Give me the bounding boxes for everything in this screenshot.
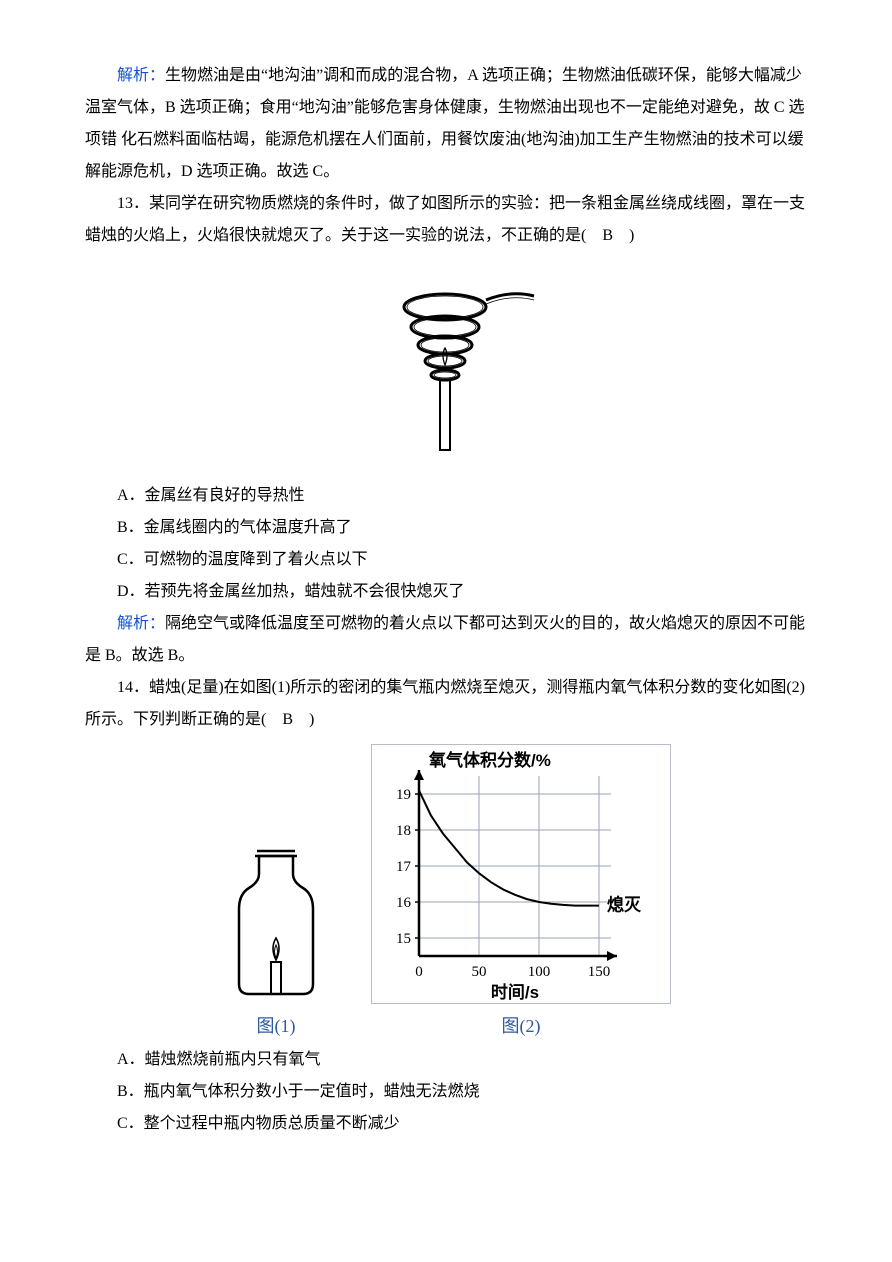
svg-text:氧气体积分数/%: 氧气体积分数/%	[428, 750, 551, 770]
q13-option-d: D．若预先将金属丝加热，蜡烛就不会很快熄灭了	[85, 576, 807, 608]
analysis-text: 隔绝空气或降低温度至可燃物的着火点以下都可达到灭火的目的，故火焰熄灭的原因不可能…	[85, 615, 805, 664]
bottle-diagram	[221, 834, 331, 1004]
analysis-label: 解析：	[117, 615, 165, 632]
svg-text:150: 150	[588, 964, 611, 980]
q14-option-a: A．蜡烛燃烧前瓶内只有氧气	[85, 1044, 807, 1076]
analysis-label: 解析：	[117, 67, 165, 84]
q14-option-b: B．瓶内氧气体积分数小于一定值时，蜡烛无法燃烧	[85, 1076, 807, 1108]
svg-text:熄灭: 熄灭	[607, 895, 642, 915]
svg-text:16: 16	[396, 895, 412, 911]
q13-option-b: B．金属线圈内的气体温度升高了	[85, 512, 807, 544]
svg-text:17: 17	[396, 859, 412, 875]
svg-text:0: 0	[415, 964, 423, 980]
svg-text:50: 50	[472, 964, 487, 980]
q13-analysis: 解析：隔绝空气或降低温度至可燃物的着火点以下都可达到灭火的目的，故火焰熄灭的原因…	[85, 608, 807, 672]
q14-figures: 图(1) 0 50 100 150 15 16 17 18 19 氧气体积分数/% 时间/s 熄灭 图…	[85, 744, 807, 1044]
svg-text:18: 18	[396, 823, 411, 839]
svg-text:19: 19	[396, 787, 411, 803]
analysis-text: 生物燃油是由“地沟油”调和而成的混合物，A 选项正确；生物燃油低碳环保，能够大幅…	[85, 67, 805, 180]
fig1-label: 图(1)	[257, 1008, 296, 1044]
q13-option-a: A．金属丝有良好的导热性	[85, 480, 807, 512]
q13-figure	[85, 260, 807, 472]
svg-text:100: 100	[528, 964, 551, 980]
q14-figure2-col: 0 50 100 150 15 16 17 18 19 氧气体积分数/% 时间/s 熄灭 图(2)	[371, 744, 671, 1044]
q14-stem: 14．蜡烛(足量)在如图(1)所示的密闭的集气瓶内燃烧至熄灭，测得瓶内氧气体积分…	[85, 672, 807, 736]
oxygen-chart: 0 50 100 150 15 16 17 18 19 氧气体积分数/% 时间/s 熄灭	[371, 744, 671, 1004]
svg-text:时间/s: 时间/s	[491, 982, 539, 1002]
coil-diagram	[356, 260, 536, 460]
q13-option-c: C．可燃物的温度降到了着火点以下	[85, 544, 807, 576]
svg-text:15: 15	[396, 931, 411, 947]
fig2-label: 图(2)	[502, 1008, 541, 1044]
analysis-12: 解析：生物燃油是由“地沟油”调和而成的混合物，A 选项正确；生物燃油低碳环保，能…	[85, 60, 807, 188]
q14-option-c: C．整个过程中瓶内物质总质量不断减少	[85, 1108, 807, 1140]
q14-figure1-col: 图(1)	[221, 834, 331, 1044]
q13-stem: 13．某同学在研究物质燃烧的条件时，做了如图所示的实验：把一条粗金属丝绕成线圈，…	[85, 188, 807, 252]
